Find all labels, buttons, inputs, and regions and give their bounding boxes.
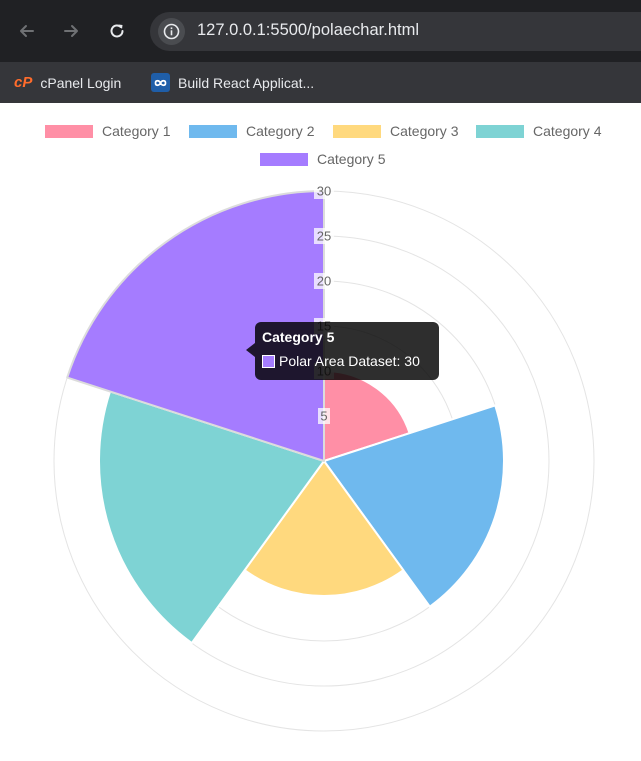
address-bar[interactable]: 127.0.0.1:5500/polaechar.html: [150, 12, 641, 51]
polar-segment-category-4[interactable]: [98, 390, 325, 645]
info-icon: [163, 23, 180, 40]
bookmark-label: cPanel Login: [40, 74, 122, 91]
bookmark-build-react[interactable]: Build React Applicat...: [151, 62, 314, 103]
tooltip-title: Category 5: [262, 329, 335, 345]
svg-text:5: 5: [320, 409, 327, 424]
tooltip-color-swatch: [263, 356, 274, 367]
legend-label: Category 2: [246, 123, 315, 139]
legend-swatch: [333, 124, 381, 138]
chart-canvas: Category 1 Category 2 Category 3 Category 4…: [0, 103, 641, 761]
legend-item-category-3[interactable]: Category 3: [333, 123, 458, 139]
legend-swatch: [45, 124, 93, 138]
polar-segment-category-5[interactable]: [66, 190, 325, 462]
bookmark-label: Build React Applicat...: [178, 74, 315, 91]
radial-tick-label: 25: [314, 228, 334, 244]
arrow-right-icon: [64, 25, 78, 37]
legend-swatch: [260, 152, 308, 166]
back-button[interactable]: [14, 18, 40, 44]
svg-text:25: 25: [317, 229, 331, 244]
reload-button[interactable]: [104, 18, 130, 44]
arrow-left-icon: [20, 25, 34, 37]
legend-label: Category 5: [317, 151, 386, 167]
legend-swatch: [189, 124, 237, 138]
site-info-button[interactable]: [158, 18, 185, 45]
legend-label: Category 3: [390, 123, 459, 139]
radial-tick-label: 30: [314, 183, 334, 199]
forward-button[interactable]: [58, 18, 84, 44]
legend-item-category-2[interactable]: Category 2: [189, 123, 314, 139]
svg-text:20: 20: [317, 274, 331, 289]
legend-label: Category 1: [102, 123, 171, 139]
browser-toolbar: 127.0.0.1:5500/polaechar.html: [0, 0, 641, 62]
bookmark-cpanel-login[interactable]: cP cPanel Login: [14, 62, 121, 103]
tooltip-caret: [246, 343, 255, 357]
url-text[interactable]: 127.0.0.1:5500/polaechar.html: [197, 21, 420, 39]
polar-area-chart: 51015202530: [53, 183, 595, 732]
tooltip-color-box: [262, 355, 275, 368]
radial-tick-label: 5: [318, 408, 330, 424]
legend-item-category-4[interactable]: Category 4: [476, 123, 601, 139]
legend-swatch: [476, 124, 524, 138]
cpanel-icon: cP: [14, 74, 33, 91]
codesandbox-icon: [151, 73, 170, 92]
chart-tooltip: Category 5 Polar Area Dataset: 30: [255, 322, 439, 380]
legend-item-category-5[interactable]: Category 5: [260, 151, 385, 167]
polar-segment-category-2[interactable]: [323, 404, 505, 608]
polar-segment-category-3[interactable]: [243, 460, 405, 597]
svg-text:30: 30: [317, 184, 331, 199]
legend-label: Category 4: [533, 123, 602, 139]
radial-tick-label: 20: [314, 273, 334, 289]
reload-icon: [110, 24, 124, 38]
tooltip-label: Polar Area Dataset: 30: [279, 353, 420, 369]
bookmarks-bar: cP cPanel Login Build React Applicat...: [0, 62, 641, 103]
legend-item-category-1[interactable]: Category 1: [45, 123, 170, 139]
